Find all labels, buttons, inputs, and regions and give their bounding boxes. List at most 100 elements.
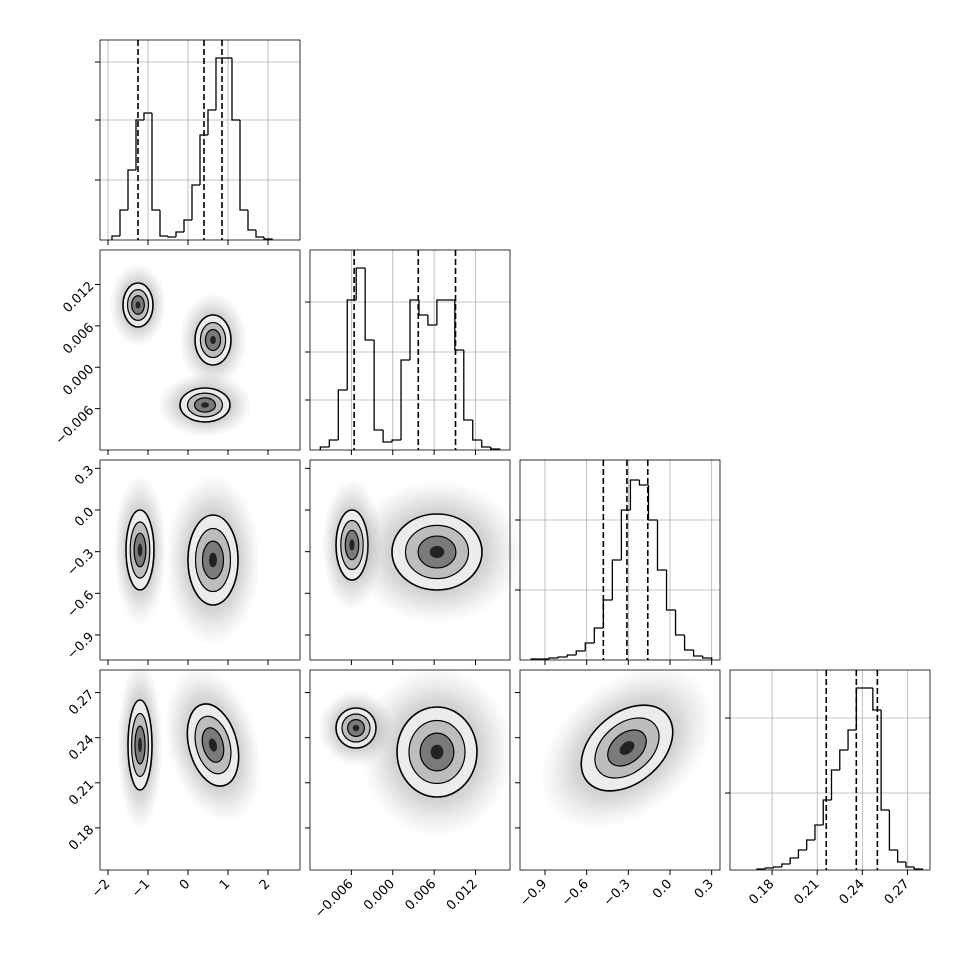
panel-frame xyxy=(519,669,721,871)
hist-bin xyxy=(481,440,491,448)
x-tick-label: −0.006 xyxy=(312,877,357,922)
hist-bin xyxy=(789,857,799,864)
hist-bin xyxy=(548,657,559,659)
y-tick-label: 0.0 xyxy=(72,505,97,530)
density-blob xyxy=(148,656,277,834)
x-tick-label: 0.006 xyxy=(403,877,440,914)
hist-bin xyxy=(127,169,136,210)
hist-bin xyxy=(872,688,882,711)
density-blob xyxy=(352,480,523,624)
x-tick-label: 0 xyxy=(177,877,193,893)
hist-bin xyxy=(839,749,849,770)
hist-bin xyxy=(638,480,649,486)
panel-frame xyxy=(519,459,721,661)
y-tick-label: −0.006 xyxy=(53,403,98,448)
hist-bin xyxy=(880,710,890,811)
panel-frame xyxy=(309,459,511,661)
hist-bin xyxy=(151,113,160,211)
hist-bin xyxy=(175,231,184,237)
x-tick-label: 0.24 xyxy=(837,877,868,908)
y-tick-label: −0.9 xyxy=(64,630,97,663)
hist-bin xyxy=(855,687,865,730)
density-blob xyxy=(158,373,253,438)
hist-bin xyxy=(391,439,402,442)
x-tick-label: −0.9 xyxy=(517,877,550,910)
x-tick-label: 0.3 xyxy=(692,877,717,902)
density-blob xyxy=(361,667,513,838)
y-tick-label: 0.24 xyxy=(66,732,97,763)
y-tick-label: 0.18 xyxy=(66,823,97,854)
x-tick-label: 0.21 xyxy=(791,877,822,908)
x-tick-label: 1 xyxy=(217,877,233,893)
hist-bin xyxy=(319,446,330,450)
hist-bin xyxy=(888,810,898,851)
y-tick-label: 0.012 xyxy=(60,279,97,316)
hist-bin xyxy=(781,863,791,867)
hist-bin xyxy=(584,642,595,651)
hist-bin xyxy=(255,230,264,238)
hist-bin xyxy=(665,570,676,611)
hist-bin xyxy=(373,340,384,431)
y-tick-label: 0.000 xyxy=(60,362,97,399)
hist-bin xyxy=(427,315,437,326)
hist-bin xyxy=(263,237,273,240)
hist-bin xyxy=(382,430,393,443)
hist-bin xyxy=(772,866,782,868)
hist-bin xyxy=(191,184,200,220)
hist-bin xyxy=(337,389,348,440)
panel-frame xyxy=(99,669,301,871)
y-tick-label: 0.21 xyxy=(66,777,97,808)
hist-bin xyxy=(593,627,604,643)
hist-bin xyxy=(400,359,410,440)
x-tick-label: 0.000 xyxy=(361,877,398,914)
panel-frame xyxy=(99,39,301,241)
density-blob xyxy=(113,474,166,626)
hist-bin xyxy=(566,654,577,657)
hist-bin xyxy=(764,867,774,869)
x-tick-label: −0.6 xyxy=(559,877,592,910)
panel-frame xyxy=(309,669,511,871)
hist-bin xyxy=(683,635,694,651)
hist-bin xyxy=(207,109,216,135)
hist-bin xyxy=(647,485,658,521)
panel-frame xyxy=(99,459,301,661)
hist-bin xyxy=(183,219,192,232)
hist-bin xyxy=(111,235,120,240)
hist-bin xyxy=(231,58,240,121)
hist-bin xyxy=(897,850,906,863)
hist-bin xyxy=(167,236,176,238)
density-blob xyxy=(509,634,746,863)
density-blob xyxy=(110,263,167,347)
hist-bin xyxy=(797,849,807,858)
y-tick-label: 0.3 xyxy=(72,463,97,488)
density-blob xyxy=(166,475,261,646)
hist-bin xyxy=(328,439,339,447)
hist-bin xyxy=(409,299,419,360)
panel-frame xyxy=(729,669,931,871)
hist-bin xyxy=(436,299,446,325)
hist-bin xyxy=(557,656,568,658)
panel-frame xyxy=(309,249,511,451)
hist-bin xyxy=(143,112,152,120)
x-tick-label: 0.18 xyxy=(746,877,777,908)
hist-bin xyxy=(199,134,208,185)
hist-bin xyxy=(913,867,924,870)
hist-bin xyxy=(905,862,915,868)
y-tick-label: −0.3 xyxy=(64,546,97,579)
hist-bin xyxy=(355,267,366,300)
hist-bin xyxy=(463,350,473,421)
x-tick-label: 0.27 xyxy=(882,877,913,908)
density-panels xyxy=(110,263,746,862)
hist-bin xyxy=(602,599,613,628)
y-tick-label: 0.006 xyxy=(60,321,97,358)
panel-frame xyxy=(99,249,301,451)
y-tick-label: 0.27 xyxy=(66,687,97,718)
hist-bin xyxy=(611,559,622,600)
hist-bin xyxy=(215,57,224,110)
hist-bin xyxy=(822,799,832,825)
hist-bin xyxy=(364,268,375,341)
hist-bin xyxy=(847,729,857,750)
hist-bin xyxy=(247,210,256,231)
